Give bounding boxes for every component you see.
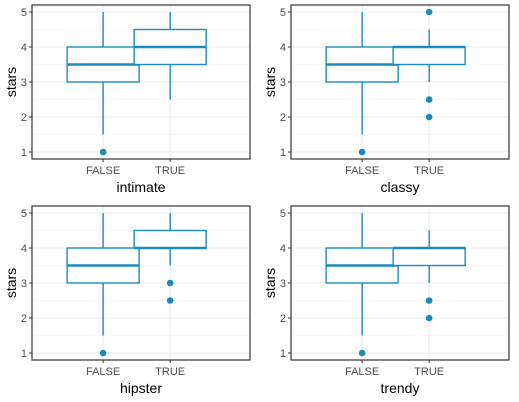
y-tick-label: 4	[280, 42, 286, 54]
y-tick-label: 5	[21, 208, 27, 220]
box-false	[325, 12, 399, 156]
box-false	[66, 12, 140, 156]
y-tick-label: 3	[280, 77, 286, 89]
y-tick-label: 5	[21, 7, 27, 19]
box-iqr	[133, 229, 207, 249]
x-tick-label: FALSE	[345, 165, 379, 177]
y-tick-label: 4	[21, 243, 27, 255]
y-tick-label: 1	[280, 348, 286, 360]
y-tick-label: 1	[21, 348, 27, 360]
x-axis-title: hipster	[120, 380, 162, 396]
box-iqr	[392, 247, 466, 267]
outlier-point	[425, 113, 433, 121]
y-tick-label: 5	[280, 7, 286, 19]
x-axis-title: trendy	[381, 380, 420, 396]
box-iqr	[392, 46, 466, 66]
y-tick-label: 3	[280, 278, 286, 290]
x-tick-label: TRUE	[155, 165, 185, 177]
x-tick-label: TRUE	[155, 366, 185, 378]
outlier-point	[358, 349, 366, 357]
outlier-point	[425, 297, 433, 304]
outlier-point	[166, 297, 174, 304]
x-tick-label: FALSE	[86, 366, 120, 378]
box-true	[133, 12, 207, 100]
x-tick-label: TRUE	[414, 165, 444, 177]
x-tick-label: FALSE	[345, 366, 379, 378]
x-axis-title: classy	[381, 179, 420, 195]
y-tick-label: 3	[21, 278, 27, 290]
y-tick-label: 2	[21, 112, 27, 124]
y-tick-label: 1	[280, 147, 286, 159]
y-axis-title: stars	[262, 67, 278, 97]
outlier-point	[425, 314, 433, 322]
y-axis-title: stars	[3, 67, 19, 97]
y-tick-label: 3	[21, 77, 27, 89]
outlier-point	[358, 148, 366, 156]
outlier-point	[425, 96, 433, 103]
box-true	[392, 230, 466, 322]
y-axis-title: stars	[3, 268, 19, 298]
box-false	[325, 213, 399, 357]
y-axis-title: stars	[262, 268, 278, 298]
x-tick-label: FALSE	[86, 165, 120, 177]
y-tick-label: 2	[280, 112, 286, 124]
y-tick-label: 4	[21, 42, 27, 54]
y-tick-label: 4	[280, 243, 286, 255]
y-tick-label: 2	[21, 313, 27, 325]
panel-hipster: 1 2 3 4 5 FALSE TRUE hipster stars	[3, 205, 251, 396]
box-true	[392, 8, 466, 121]
x-tick-label: TRUE	[414, 366, 444, 378]
outlier-point	[166, 279, 174, 287]
box-false	[66, 213, 140, 357]
outlier-point	[425, 8, 433, 16]
y-tick-label: 1	[21, 147, 27, 159]
panel-trendy: 1 2 3 4 5 FALSE TRUE trendy stars	[262, 205, 510, 396]
y-tick-label: 5	[280, 208, 286, 220]
panel-intimate: 1 2 3 4 5 FALSE TRUE intimate stars	[3, 4, 251, 195]
box-true	[133, 213, 207, 304]
outlier-point	[99, 148, 107, 156]
outlier-point	[99, 349, 107, 357]
x-axis-title: intimate	[116, 179, 165, 195]
y-tick-label: 2	[280, 313, 286, 325]
panel-classy: 1 2 3 4 5 FALSE TRUE classy stars	[262, 4, 510, 195]
